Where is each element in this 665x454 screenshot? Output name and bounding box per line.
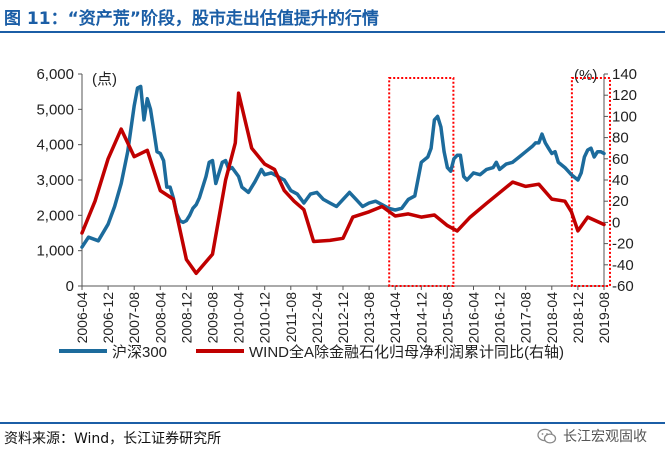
right-tick-label: 60 — [612, 151, 629, 168]
x-tick-label: 2006-12 — [100, 292, 116, 344]
x-tick-label: 2008-12 — [178, 292, 194, 344]
left-tick-label: 6,000 — [36, 66, 74, 83]
x-tick-label: 2015-08 — [439, 292, 455, 344]
series-line-wind-profit — [80, 91, 606, 276]
x-tick-label: 2007-08 — [126, 292, 142, 344]
x-tick-label: 2008-04 — [152, 292, 168, 344]
x-tick-label: 2018-12 — [570, 292, 586, 344]
right-tick-label: 120 — [612, 87, 637, 104]
top-rule — [0, 31, 665, 33]
chart-series — [80, 84, 606, 276]
bottom-rule — [0, 422, 665, 424]
highlight-box — [570, 77, 612, 287]
x-tick-label: 2011-08 — [283, 292, 299, 343]
figure-title: 图 11：“资产荒”阶段，股市走出估值提升的行情 — [4, 9, 379, 29]
left-tick-label: 2,000 — [36, 207, 74, 224]
line-chart: 0 1,000 2,000 3,000 4,000 5,000 6,000 -60 -40 -20… — [36, 66, 637, 361]
x-tick-label: 2019-08 — [596, 292, 612, 344]
left-tick-label: 1,000 — [36, 243, 74, 260]
x-tick-label: 2014-12 — [413, 292, 429, 344]
x-tick-label: 2006-04 — [74, 292, 90, 344]
right-tick-label: 140 — [612, 66, 637, 83]
left-tick-label: 4,000 — [36, 137, 74, 154]
right-tick-label: 0 — [612, 214, 620, 231]
legend-label-hs300: 沪深300 — [112, 344, 167, 361]
wechat-icon — [537, 428, 557, 445]
right-unit: (%) — [574, 67, 597, 84]
watermark-text: 长江宏观固收 — [563, 429, 647, 445]
right-tick-label: 100 — [612, 108, 637, 125]
x-tick-label: 2018-04 — [544, 292, 560, 344]
left-tick-label: 5,000 — [36, 101, 74, 118]
series-line-hs300 — [80, 84, 606, 249]
x-tick-label: 2009-08 — [205, 292, 221, 344]
right-tick-label: -40 — [612, 257, 634, 274]
x-tick-label: 2012-12 — [335, 292, 351, 344]
right-tick-label: -20 — [612, 236, 634, 253]
left-tick-label: 0 — [66, 278, 74, 295]
x-tick-label: 2010-04 — [231, 292, 247, 344]
x-tick-label: 2016-12 — [492, 292, 508, 344]
highlight-box — [388, 77, 455, 287]
right-tick-label: 40 — [612, 172, 629, 189]
chart-legend: 沪深300 WIND全A除金融石化归母净利润累计同比(右轴) — [59, 343, 564, 361]
right-tick-label: -60 — [612, 278, 634, 295]
x-tick-label: 2014-04 — [387, 292, 403, 344]
source-note: 资料来源：Wind，长江证券研究所 — [4, 431, 222, 447]
left-tick-label: 3,000 — [36, 172, 74, 189]
watermark: 长江宏观固收 — [537, 426, 647, 446]
chart-axes: 0 1,000 2,000 3,000 4,000 5,000 6,000 -60 -40 -20… — [36, 66, 637, 343]
right-tick-label: 20 — [612, 193, 629, 210]
right-tick-label: 80 — [612, 130, 629, 147]
x-tick-label: 2012-04 — [309, 292, 325, 344]
x-tick-label: 2017-08 — [518, 292, 534, 344]
left-unit: (点) — [92, 71, 117, 88]
x-tick-label: 2013-08 — [361, 292, 377, 344]
legend-label-wind: WIND全A除金融石化归母净利润累计同比(右轴) — [249, 343, 564, 361]
x-tick-label: 2016-04 — [466, 292, 482, 344]
x-tick-label: 2010-12 — [257, 292, 273, 344]
